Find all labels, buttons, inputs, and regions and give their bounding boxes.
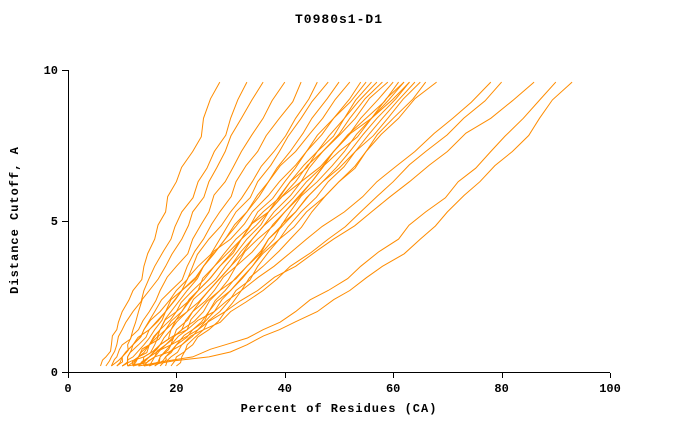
y-tick-label: 5 <box>51 215 58 229</box>
series-line <box>111 81 318 367</box>
series-line <box>127 81 535 367</box>
series-line <box>132 81 502 367</box>
x-tick-label: 60 <box>386 382 400 396</box>
x-tick-label: 20 <box>169 382 183 396</box>
x-axis-label: Percent of Residues (CA) <box>240 402 438 416</box>
series-line <box>116 81 367 367</box>
series-line <box>131 81 410 367</box>
y-tick-label: 10 <box>44 64 58 78</box>
x-tick-label: 0 <box>64 382 71 396</box>
series-line <box>126 81 329 367</box>
series-line <box>143 81 405 367</box>
y-axis-label: Distance Cutoff, A <box>8 146 22 294</box>
series-line <box>121 81 492 367</box>
series-line <box>143 81 573 367</box>
series-line <box>105 81 248 367</box>
series-line <box>138 81 362 367</box>
series-line <box>110 81 264 367</box>
series-line <box>138 81 557 367</box>
series-line <box>176 81 427 367</box>
series-line <box>100 81 221 367</box>
y-tick-label: 0 <box>51 366 58 380</box>
x-tick-label: 100 <box>599 382 621 396</box>
series-line <box>121 81 351 367</box>
series-line <box>116 81 286 367</box>
series-line <box>138 81 400 367</box>
x-tick-label: 40 <box>278 382 292 396</box>
x-tick-label: 80 <box>494 382 508 396</box>
chart-title: T0980s1-D1 <box>294 12 383 27</box>
series-line <box>154 81 437 367</box>
